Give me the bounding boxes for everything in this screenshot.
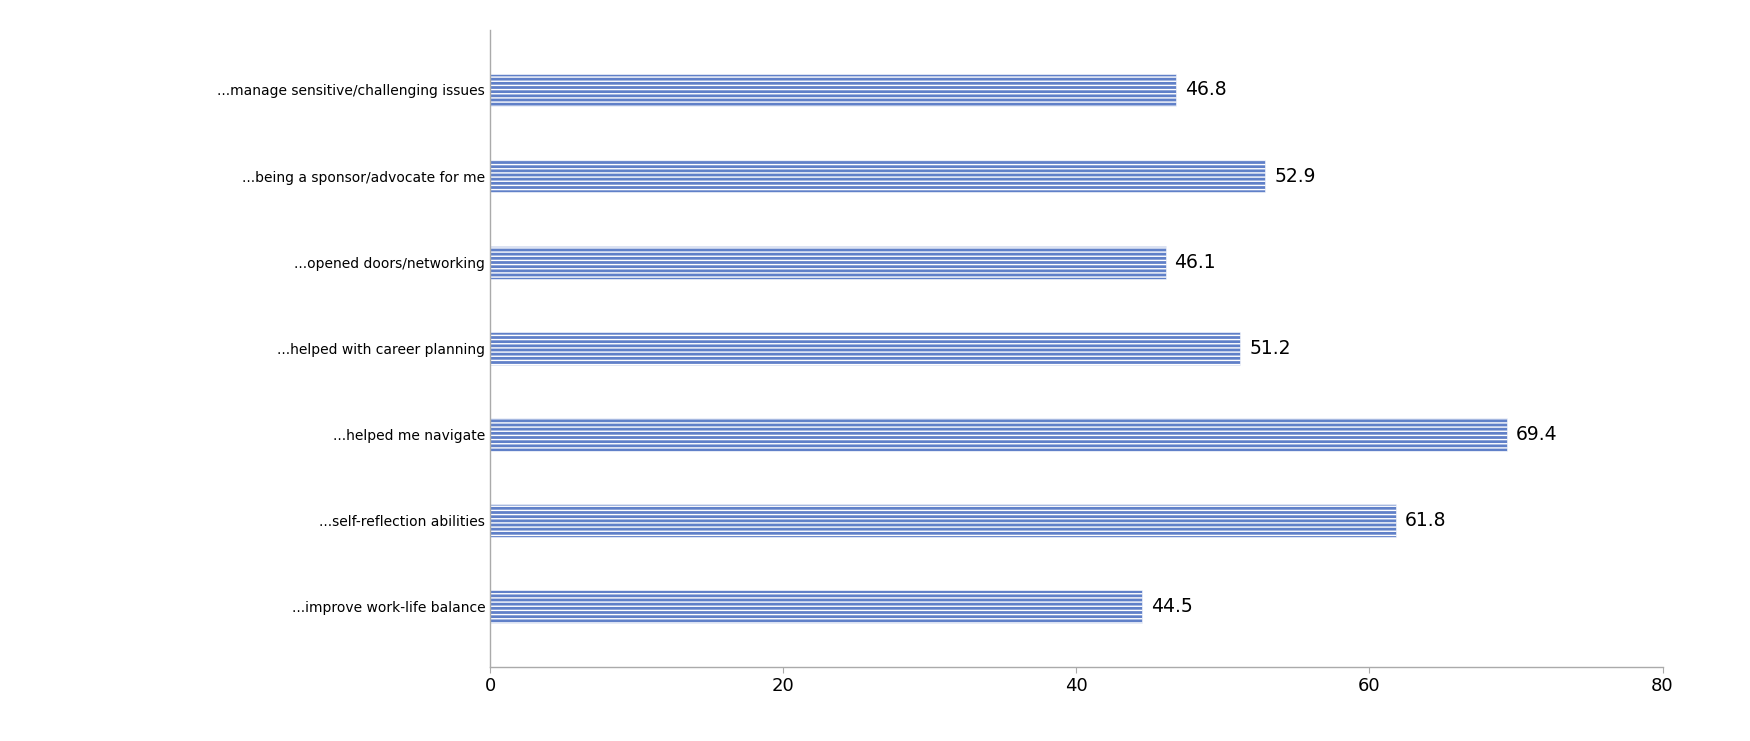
Bar <box>490 418 1507 451</box>
Bar <box>490 332 1241 365</box>
Bar <box>490 246 1166 279</box>
Bar <box>490 591 1143 623</box>
Text: 46.1: 46.1 <box>1174 253 1216 272</box>
Text: 52.9: 52.9 <box>1274 167 1316 185</box>
Text: 46.8: 46.8 <box>1185 81 1227 99</box>
Bar <box>490 504 1396 537</box>
Bar <box>490 159 1265 193</box>
Bar <box>490 73 1176 106</box>
Text: 51.2: 51.2 <box>1250 339 1292 358</box>
Text: 44.5: 44.5 <box>1152 597 1194 616</box>
Text: 69.4: 69.4 <box>1516 425 1558 444</box>
Text: 61.8: 61.8 <box>1405 511 1445 530</box>
